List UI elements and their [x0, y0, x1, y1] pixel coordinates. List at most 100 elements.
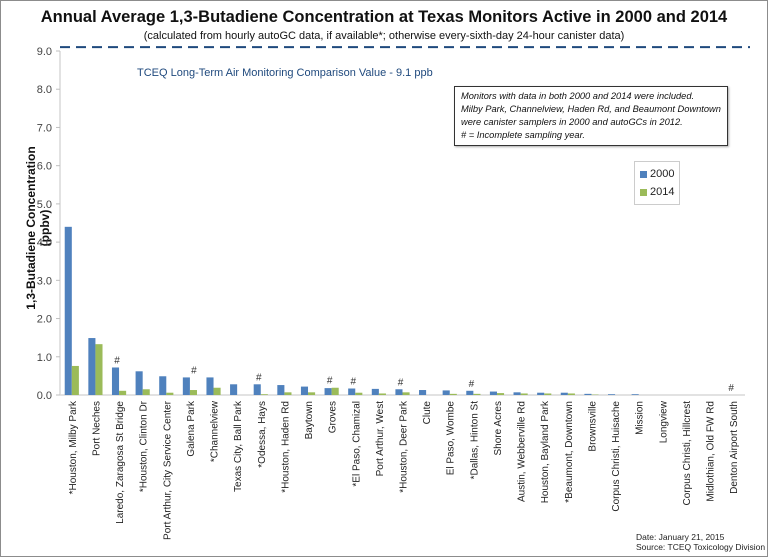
y-tick-label: 3.0: [37, 275, 52, 287]
bar-2014: [449, 393, 457, 395]
y-tick-label: 9.0: [37, 46, 52, 58]
x-tick-label: Port Neches: [91, 401, 102, 456]
bar-2014: [308, 392, 316, 395]
incomplete-marker: #: [728, 383, 734, 394]
bar-2000: [182, 377, 190, 395]
footer: Date: January 21, 2015 Source: TCEQ Toxi…: [636, 532, 765, 552]
bar-2014: [544, 393, 552, 395]
x-tick-label: Longview: [658, 400, 669, 443]
x-tick-label: *Houston, Haden Rd: [280, 401, 291, 493]
y-tick-label: 0.0: [37, 390, 52, 402]
legend: 2000 2014: [634, 161, 680, 205]
bar-2014: [119, 390, 127, 395]
x-tick-label: *Dallas, Hinton St: [469, 401, 480, 480]
bar-2000: [560, 392, 568, 395]
bar-2014: [331, 387, 339, 395]
footer-date: Date: January 21, 2015: [636, 532, 725, 542]
annotation-line: # = Incomplete sampling year.: [461, 130, 585, 140]
x-tick-label: *El Paso, Chamizal: [351, 401, 362, 487]
x-tick-label: Groves: [328, 401, 339, 433]
chart-title: Annual Average 1,3-Butadiene Concentrati…: [40, 8, 728, 26]
bar-2014: [473, 393, 481, 395]
x-tick-label: Midlothian, Old FW Rd: [706, 401, 717, 502]
bar-2000: [88, 338, 96, 395]
x-tick-label: Baytown: [304, 401, 315, 439]
bar-2000: [513, 392, 521, 395]
bar-2000: [230, 384, 238, 395]
bar-2000: [277, 385, 285, 395]
bar-2000: [442, 390, 450, 395]
x-tick-label: Clute: [422, 401, 433, 425]
footer-source: Source: TCEQ Toxicology Division: [636, 542, 766, 552]
x-tick-label: El Paso, Wombe: [446, 401, 457, 476]
incomplete-marker: #: [191, 365, 197, 376]
bar-2000: [159, 376, 167, 395]
annotation-line: Monitors with data in both 2000 and 2014…: [461, 91, 695, 101]
bar-2014: [520, 393, 528, 395]
bar-2000: [631, 394, 639, 395]
bar-2000: [419, 390, 427, 395]
bar-2014: [284, 392, 292, 395]
bar-2014: [95, 344, 103, 395]
reference-line-label: TCEQ Long-Term Air Monitoring Comparison…: [137, 67, 433, 79]
bar-2000: [537, 392, 545, 395]
x-tick-label: *Houston, Deer Park: [399, 400, 410, 493]
bar-2000: [206, 377, 214, 395]
y-tick-label: 2.0: [37, 314, 52, 326]
x-tick-label: Brownsville: [587, 401, 598, 452]
x-tick-label: *Odessa, Hays: [257, 401, 268, 468]
y-tick-label: 1.0: [37, 352, 52, 364]
bar-2014: [496, 393, 505, 395]
x-tick-label: Port Arthur, City Service Center: [162, 400, 173, 540]
y-tick-label: 8.0: [37, 84, 52, 96]
y-tick-label: 6.0: [37, 161, 52, 173]
legend-swatch-2014: [640, 188, 647, 196]
legend-label: 2014: [650, 186, 675, 198]
annotation-box: Monitors with data in both 2000 and 2014…: [454, 86, 728, 146]
x-tick-label: Port Arthur, West: [375, 401, 386, 477]
legend-label: 2000: [650, 168, 675, 180]
y-tick-label: 5.0: [37, 199, 52, 211]
bar-2014: [355, 392, 363, 395]
bar-2000: [324, 388, 332, 395]
x-tick-label: Mission: [635, 401, 646, 435]
bar-2000: [64, 226, 72, 395]
bar-2000: [253, 384, 261, 395]
annotation-line: Milby Park, Channelview, Haden Rd, and B…: [461, 104, 721, 114]
bar-2014: [213, 387, 221, 395]
x-tick-label: Shore Acres: [493, 401, 504, 455]
bar-2014: [189, 390, 197, 395]
x-tick-label: Texas City, Ball Park: [233, 400, 244, 492]
bar-2000: [111, 367, 120, 395]
bar-2000: [584, 393, 592, 395]
x-tick-label: Denton Airport South: [729, 401, 740, 494]
bar-2014: [71, 365, 79, 395]
x-tick-label: Austin, Webberville Rd: [517, 401, 528, 502]
x-tick-label: *Houston, Milby Park: [68, 400, 79, 494]
bar-2000: [489, 391, 497, 395]
y-tick-label: 4.0: [37, 237, 52, 249]
x-tick-label: *Channelview: [210, 400, 221, 462]
bar-2014: [567, 393, 575, 395]
bar-2014: [402, 392, 410, 395]
x-tick-label: Galena Park: [186, 400, 197, 457]
incomplete-marker: #: [327, 376, 333, 387]
bar-2014: [166, 392, 174, 395]
y-tick-label: 7.0: [37, 122, 52, 134]
bar-2014: [378, 393, 386, 395]
chart-subtitle: (calculated from hourly autoGC data, if …: [143, 30, 625, 42]
bar-2000: [466, 390, 474, 395]
bar-2000: [371, 388, 379, 395]
x-tick-label: *Houston, Clinton Dr: [139, 400, 150, 492]
x-tick-label: *Beaumont, Downtown: [564, 401, 575, 503]
x-tick-label: Corpus Christi, Huisache: [611, 401, 622, 512]
legend-item-2000: 2000: [640, 168, 674, 180]
x-tick-label: Houston, Bayland Park: [540, 400, 551, 503]
bar-2000: [135, 371, 143, 395]
legend-swatch-2000: [640, 170, 647, 178]
legend-item-2014: 2014: [640, 186, 674, 198]
incomplete-marker: #: [398, 377, 404, 388]
annotation-line: were canister samplers in 2000 and autoG…: [461, 117, 683, 127]
bar-2000: [608, 394, 616, 395]
